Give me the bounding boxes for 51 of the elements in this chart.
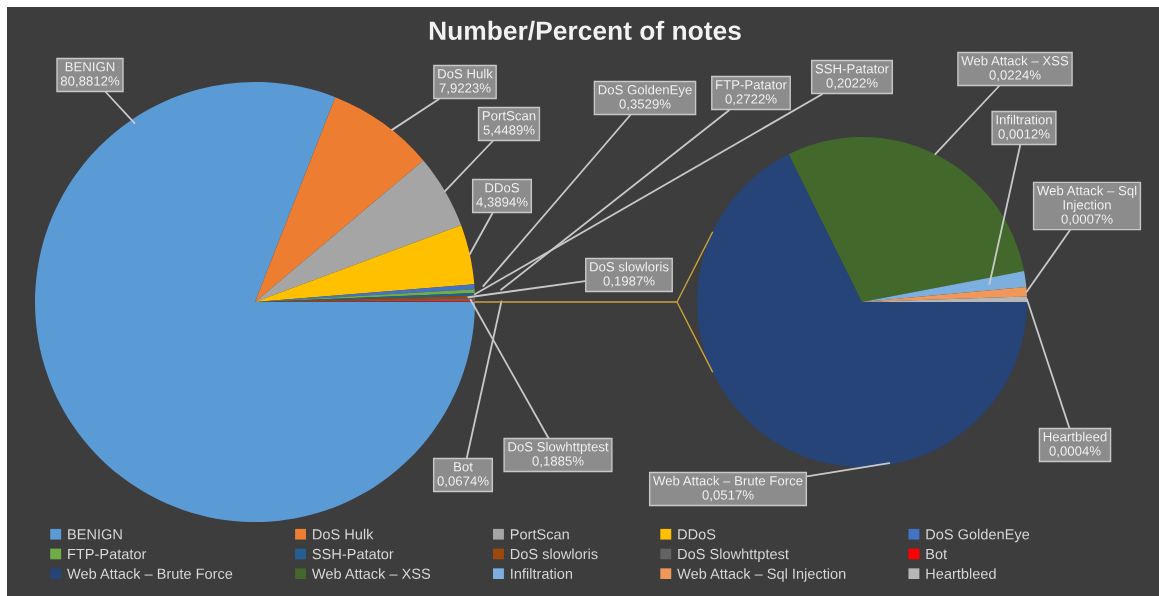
legend-label: BENIGN [68,529,122,540]
slice-label: DoS Slowhttptest [508,441,609,455]
slice-label: Infiltration [996,114,1052,125]
data-label: 7,9223% [439,83,491,95]
chart-title: Number/Percent of notes [429,20,741,41]
slice-label: BENIGN [65,62,115,72]
slice-label: DDoS [485,183,519,193]
pie-slice [862,270,1027,302]
slice-label: DoS Hulk [438,68,493,79]
slice-label: Bot [454,462,473,472]
data-label: 0,0012% [998,129,1050,141]
legend-label: PortScan [510,529,569,540]
data-label: 5,4489% [483,125,535,137]
legend-label: DoS GoldenEye [926,528,1030,543]
slice-label: Web Attack – Brute Force [653,475,803,486]
pie-slice [697,154,1027,467]
legend-label: SSH-Patator [312,548,394,560]
legend-label: DDoS [678,529,716,540]
legend-label: DoS Hulk [313,528,374,540]
slice-label: Heartbleed [1043,431,1107,442]
legend-label: Web Attack – Sql Injection [677,568,846,582]
pie-slice [255,97,424,302]
data-label: 4,3894% [476,197,528,209]
data-label: 0,2022% [826,78,878,90]
data-label: 0,0674% [437,476,489,488]
data-label: 0,1987% [603,276,655,288]
legend-label: Infiltration [511,568,573,579]
slice-label: DoS slowloris [590,261,669,272]
data-label: 80,8812% [60,76,120,88]
data-label: 0,0007% [1061,214,1113,226]
data-label: 0,0517% [702,490,754,502]
slice-label: FTP-Patator [716,80,787,90]
legend-label: DoS Slowhttptest [678,548,789,563]
legend-label: Web Attack – XSS [311,568,431,579]
pie-slice [255,160,462,302]
data-label: 0,3529% [619,99,671,111]
data-label: 0,1885% [532,456,584,468]
slice-label: SSH-Patator [815,64,889,74]
legend-label: Heartbleed [926,568,996,579]
data-label: 0,0004% [1049,446,1101,458]
slice-label: Web Attack – XSS [961,55,1069,66]
slice-label: PortScan [482,111,536,121]
pie-slice [255,225,475,302]
slice-label: DoS GoldenEye [598,84,692,98]
legend-label: FTP-Patator [68,549,147,560]
data-label: 0,0224% [989,70,1041,82]
legend-label: Bot [926,549,947,560]
data-label: 0,2722% [725,94,777,106]
legend-label: DoS slowloris [510,548,598,560]
slice-label: Web Attack – Sql Injection [1036,185,1137,213]
legend-label: Web Attack – Brute Force [67,568,233,579]
